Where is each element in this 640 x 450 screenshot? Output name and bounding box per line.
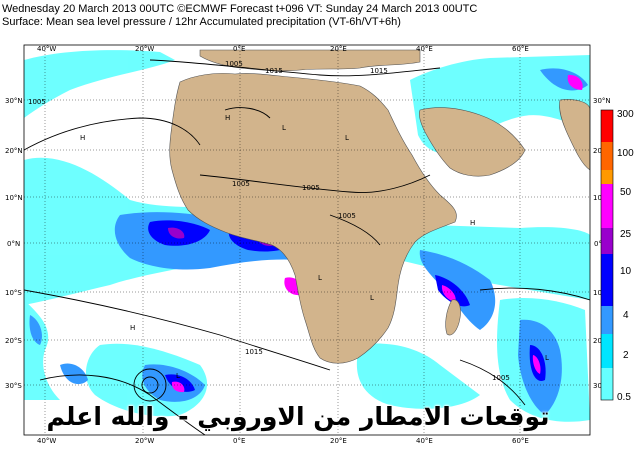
pressure-centres: H H H L L H L L L L [80, 114, 549, 380]
lat-label: 0°N [594, 240, 607, 248]
longitude-labels-bottom: 40°W 20°W 0°E 20°E 40°E 60°E [37, 437, 529, 445]
low-pressure-marker: L [545, 354, 549, 362]
longitude-labels-top: 40°W 20°W 0°E 20°E 40°E 60°E [37, 45, 529, 53]
low-pressure-marker: L [345, 134, 349, 142]
legend-swatch [601, 184, 613, 228]
legend-swatch [601, 228, 613, 254]
isobar-label: 1005 [302, 184, 320, 192]
lon-label: 0°E [233, 45, 245, 53]
map-title-line1: Wednesday 20 March 2013 00UTC ©ECMWF For… [2, 3, 478, 15]
low-pressure-marker: L [318, 274, 322, 282]
legend-value: 25 [620, 229, 632, 240]
latitude-labels-left: 30°N 20°N 10°N 0°N 10°S 20°S 30°S [5, 97, 23, 390]
map-title-line2: Surface: Mean sea level pressure / 12hr … [2, 16, 401, 28]
india-land [559, 99, 590, 171]
lon-label: 20°W [135, 437, 154, 445]
legend-swatch [601, 334, 613, 368]
legend-value: 50 [620, 187, 632, 198]
legend-value: 10 [620, 266, 632, 277]
legend-swatch [601, 170, 613, 184]
high-pressure-marker: H [130, 324, 135, 332]
legend-swatch [601, 142, 613, 170]
lat-label: 30°S [5, 382, 22, 390]
lon-label: 20°E [330, 45, 347, 53]
lon-label: 60°E [512, 45, 529, 53]
lon-label: 40°W [37, 45, 56, 53]
isobar-label: 1015 [370, 67, 388, 75]
legend-value: 300 [617, 109, 634, 120]
lon-label: 0°E [233, 437, 245, 445]
lat-label: 10°S [5, 289, 22, 297]
graticule [24, 45, 590, 435]
legend-value: 0.5 [617, 392, 631, 403]
isobar-label: 1015 [265, 67, 283, 75]
lat-label: 10°N [5, 194, 23, 202]
arabic-caption: توقعات الامطار من الاوروبي - والله اعلم [46, 402, 550, 431]
isobar-labels: 1015 1005 1005 1005 1005 1015 1015 1005 … [28, 60, 510, 382]
map-frame [23, 44, 591, 436]
isobar-label: 1005 [492, 374, 510, 382]
high-pressure-marker: H [80, 134, 85, 142]
lat-label: 30°N [5, 97, 23, 105]
legend-value: 4 [623, 310, 629, 321]
legend-swatch [601, 254, 613, 306]
africa-land [169, 73, 457, 364]
high-pressure-marker: H [225, 114, 230, 122]
legend-swatch [601, 110, 613, 142]
isobar-label: 1005 [28, 98, 46, 106]
lat-label: 0°N [7, 240, 20, 248]
legend-swatch [601, 368, 613, 400]
lon-label: 20°E [330, 437, 347, 445]
lon-label: 40°W [37, 437, 56, 445]
lon-label: 20°W [135, 45, 154, 53]
low-pressure-marker: L [282, 124, 286, 132]
europe-land [199, 49, 421, 72]
legend-value: 2 [623, 350, 629, 361]
arabia-land [418, 107, 526, 177]
lat-label: 20°S [5, 337, 22, 345]
lat-label: 20°N [5, 147, 23, 155]
isobar-label: 1005 [225, 60, 243, 68]
low-pressure-marker: L [176, 372, 180, 380]
landmass [169, 49, 590, 364]
lon-label: 40°E [416, 437, 433, 445]
legend-value: 100 [617, 148, 634, 159]
isobar-label: 1015 [245, 348, 263, 356]
lon-label: 40°E [416, 45, 433, 53]
lat-label: 30°N [593, 97, 611, 105]
lon-label: 60°E [512, 437, 529, 445]
low-pressure-marker: L [370, 294, 374, 302]
isobar-label: 1005 [232, 180, 250, 188]
madagascar-land [445, 299, 461, 336]
legend-swatch [601, 306, 613, 334]
isobar-label: 1005 [338, 212, 356, 220]
precipitation-legend: 300 100 50 25 10 4 2 0.5 [600, 109, 634, 403]
high-pressure-marker: H [470, 219, 475, 227]
